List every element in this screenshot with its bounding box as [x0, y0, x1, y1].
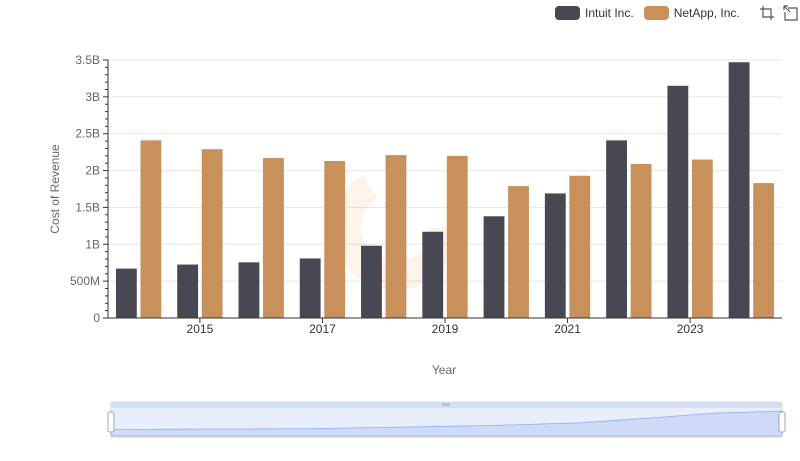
bar-intuit-2022[interactable]	[606, 140, 627, 318]
bar-netapp-2016[interactable]	[263, 158, 284, 318]
bar-intuit-2017[interactable]	[299, 258, 321, 318]
y-tick-label: 1B	[85, 237, 100, 251]
y-tick-label: 1.5B	[75, 200, 100, 214]
x-axis-label: Year	[432, 363, 456, 377]
bar-intuit-2015[interactable]	[177, 264, 199, 318]
legend-swatch-netapp	[643, 6, 669, 20]
bar-intuit-2018[interactable]	[361, 245, 382, 318]
bar-intuit-2021[interactable]	[544, 193, 566, 318]
legend-label-intuit: Intuit Inc.	[585, 6, 634, 20]
toolbox	[752, 4, 800, 22]
axes: 0 500M 1B 1.5B 2B 2.5B 3B 3.5B 2015 2017 2019 2021 2…	[70, 53, 782, 336]
y-tick-label: 3.5B	[75, 53, 100, 67]
legend-swatch-intuit	[555, 6, 580, 20]
bar-netapp-2015[interactable]	[201, 149, 223, 318]
bar-intuit-2019[interactable]	[422, 231, 444, 318]
bar-intuit-2020[interactable]	[483, 216, 505, 318]
bar-intuit-2014[interactable]	[115, 268, 137, 318]
y-tick-label: 500M	[70, 274, 100, 288]
bar-netapp-2018[interactable]	[385, 155, 407, 318]
bar-netapp-2024[interactable]	[753, 183, 775, 318]
bar-netapp-2022[interactable]	[630, 163, 652, 318]
bar-netapp-2014[interactable]	[140, 140, 162, 318]
y-tick-label: 0	[93, 311, 100, 325]
restore-icon[interactable]	[782, 4, 800, 22]
x-tick-label: 2019	[432, 322, 459, 336]
x-tick-label: 2023	[677, 322, 704, 336]
zoom-handle-right[interactable]	[778, 411, 786, 433]
bar-netapp-2021[interactable]	[569, 175, 591, 318]
x-tick-label: 2015	[187, 322, 214, 336]
y-tick-label: 3B	[85, 90, 100, 104]
bar-intuit-2016[interactable]	[238, 262, 260, 318]
zoom-center-grip[interactable]	[442, 403, 450, 406]
legend: Intuit Inc. NetApp, Inc.	[555, 4, 800, 22]
bar-netapp-2020[interactable]	[508, 186, 529, 318]
bar-intuit-2023[interactable]	[667, 85, 689, 318]
legend-item-netapp[interactable]: NetApp, Inc.	[643, 6, 740, 20]
bar-intuit-2024[interactable]	[728, 62, 750, 319]
y-tick-label: 2B	[85, 164, 100, 178]
legend-label-netapp: NetApp, Inc.	[673, 6, 740, 20]
zoom-handle-left[interactable]	[107, 411, 115, 433]
y-axis-label: Cost of Revenue	[48, 144, 62, 234]
bar-netapp-2019[interactable]	[446, 155, 468, 318]
bar-netapp-2023[interactable]	[691, 159, 713, 318]
legend-item-intuit[interactable]: Intuit Inc.	[555, 6, 634, 20]
bars[interactable]	[115, 62, 775, 319]
zoom-icon[interactable]	[758, 4, 776, 22]
data-zoom-slider[interactable]	[107, 401, 786, 438]
x-tick-label: 2021	[554, 322, 581, 336]
y-tick-label: 2.5B	[75, 127, 100, 141]
x-tick-label: 2017	[309, 322, 336, 336]
bar-netapp-2017[interactable]	[324, 160, 346, 318]
